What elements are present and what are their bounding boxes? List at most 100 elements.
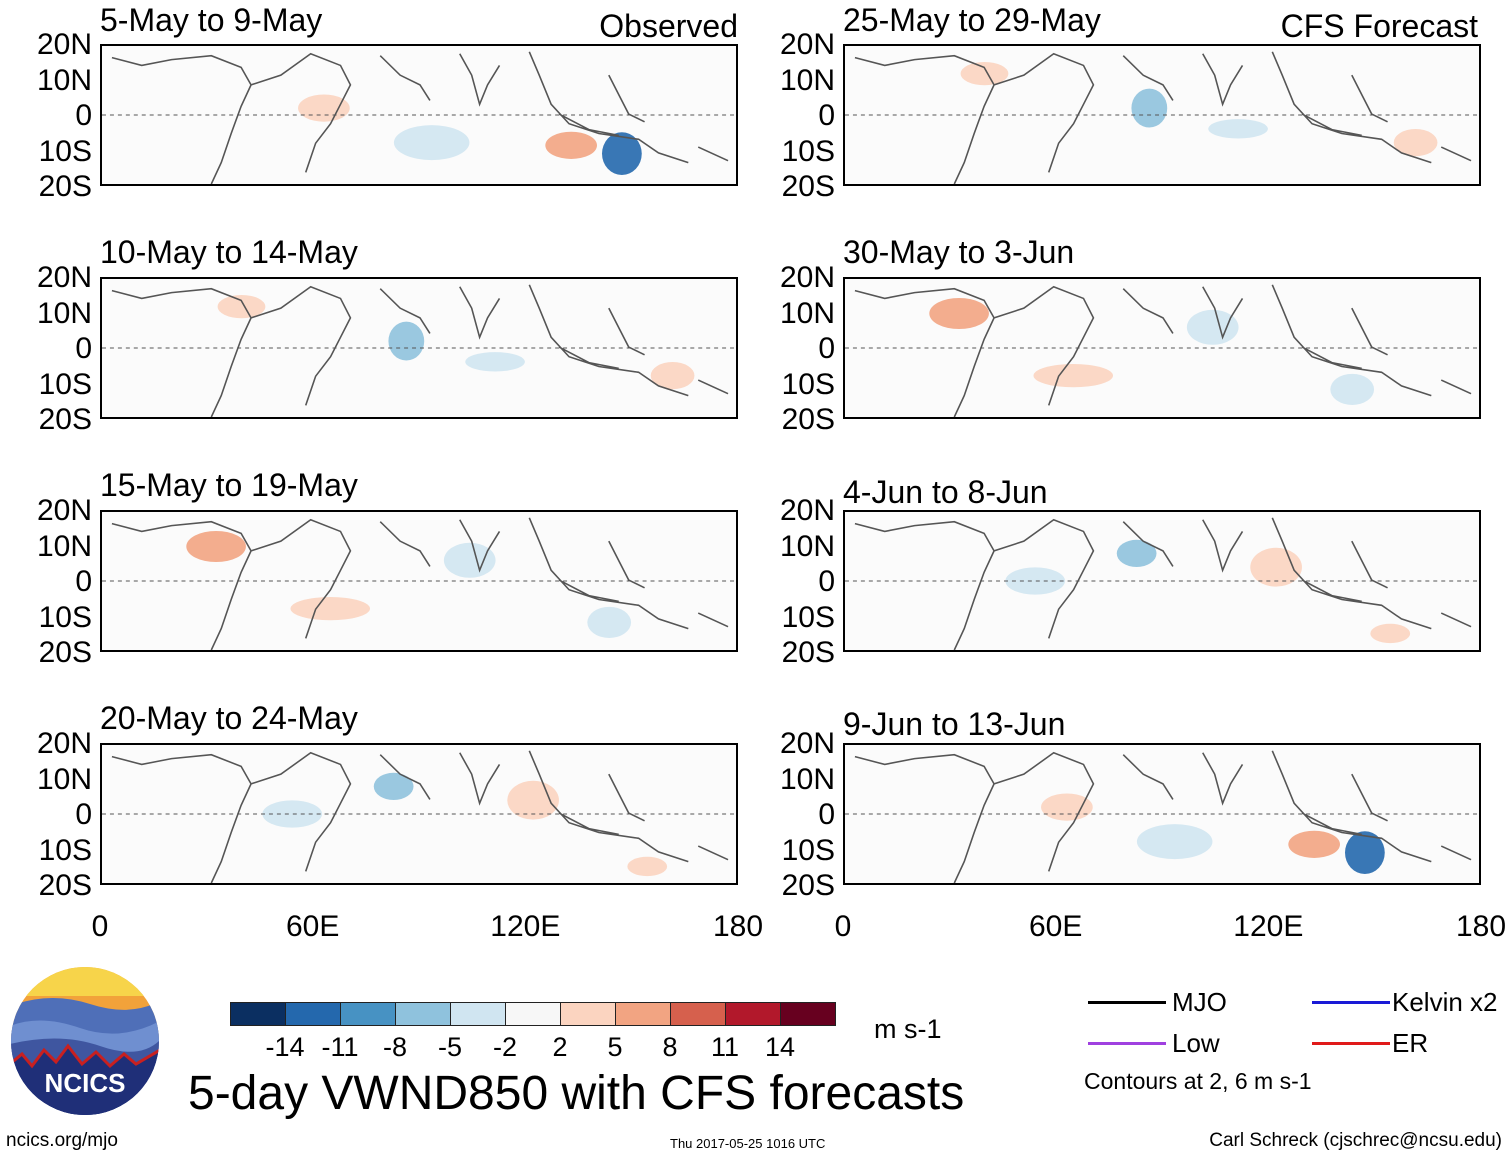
anomaly-shading [373,772,414,801]
colorbar-swatch [725,1002,781,1026]
latitude-label: 20N [36,261,92,294]
latitude-label: 0 [75,332,92,365]
observed-map [100,44,738,186]
mjo-legend-label: MJO [1172,987,1227,1017]
panel-title: 30-May to 3-Jun [843,234,1075,270]
colorbar-swatch [230,1002,286,1026]
longitude-label: 180 [712,910,764,943]
latitude-label: 10N [36,529,92,563]
colorbar-swatch [615,1002,671,1026]
latitude-label: 10S [781,600,835,634]
anomaly-shading [393,125,470,161]
colorbar-label: 11 [710,1032,740,1062]
anomaly-shading [960,61,1009,86]
anomaly-shading [650,361,695,390]
anomaly-shading [388,321,425,361]
anomaly-shading [298,94,350,122]
latitude-label: 10N [779,762,835,796]
colorbar-swatch [340,1002,396,1026]
latitude-label: 20S [38,403,92,436]
latitude-label: 0 [75,798,92,831]
anomaly-shading [1393,128,1438,157]
kelvin-legend-label: Kelvin x2 [1392,987,1498,1017]
latitude-label: 10S [38,833,92,867]
anomaly-shading [1208,119,1268,139]
anomaly-shading [1131,88,1168,128]
latitude-label: 20S [781,869,835,902]
coastline [854,750,1472,883]
forecast-map [843,44,1481,186]
anomaly-shading [1345,831,1385,875]
figure-title: 5-day VWND850 with CFS forecasts [188,1067,965,1120]
latitude-label: 20S [38,170,92,203]
latitude-label: 20N [779,494,835,527]
observed-map [100,510,738,652]
anomaly-shading [587,606,632,638]
low-legend-label: Low [1172,1028,1220,1058]
latitude-label: 0 [818,99,835,132]
colorbar-label: 8 [662,1032,678,1062]
latitude-label: 20S [781,636,835,669]
forecast-map [843,277,1481,419]
panel-title: 9-Jun to 13-Jun [843,706,1066,742]
forecast-map [843,743,1481,885]
panel-title: 5-May to 9-May [100,2,323,38]
latitude-label: 10S [781,367,835,401]
anomaly-shading [1033,363,1113,388]
latitude-label: 0 [818,565,835,598]
colorbar-swatch [560,1002,616,1026]
coastline [111,517,729,650]
panel-title: 25-May to 29-May [843,2,1101,38]
anomaly-shading [1370,623,1411,644]
anomaly-shading [1136,824,1213,860]
low-legend-line [1088,1042,1166,1045]
anomaly-shading [1005,567,1066,595]
panel-title: 10-May to 14-May [100,234,358,270]
logo-text: NCICS [45,1068,126,1098]
coastline [854,517,1472,650]
colorbar-label: 14 [764,1032,796,1062]
anomaly-shading [443,542,496,578]
longitude-label: 0 [834,910,852,943]
colorbar-label: -11 [321,1032,359,1062]
observed-map [100,277,738,419]
latitude-label: 20N [36,494,92,527]
coastline [111,750,729,883]
colorbar-label: 2 [552,1032,568,1062]
latitude-label: 20N [779,28,835,61]
panel-title: 20-May to 24-May [100,700,358,736]
longitude-label: 120E [490,910,561,943]
latitude-label: 20S [38,869,92,902]
anomaly-shading [1041,793,1093,821]
latitude-label: 10N [779,63,835,97]
colorbar-label: -14 [265,1032,305,1062]
footer-credit: Carl Schreck (cjschrec@ncsu.edu) [1209,1130,1502,1151]
panel-title: 15-May to 19-May [100,467,358,503]
latitude-label: 10S [781,134,835,168]
latitude-label: 10N [36,63,92,97]
latitude-label: 20N [779,261,835,294]
latitude-label: 20N [36,727,92,760]
coastline [854,284,1472,417]
ncics-logo: NCICS [11,967,159,1115]
latitude-label: 10N [779,296,835,330]
latitude-label: 10N [36,762,92,796]
forecast-map [843,510,1481,652]
colorbar-swatch [450,1002,506,1026]
latitude-label: 20S [781,403,835,436]
colorbar-label: 5 [607,1032,623,1062]
colorbar-label: -2 [492,1032,517,1062]
anomaly-shading [290,596,370,621]
latitude-label: 10N [36,296,92,330]
footer-timestamp: Thu 2017-05-25 1016 UTC [670,1136,826,1151]
panel-tag: Observed [599,8,738,44]
anomaly-shading [929,297,989,330]
anomaly-shading [217,294,266,319]
latitude-label: 10S [38,367,92,401]
coastline [111,284,729,417]
colorbar-swatch [670,1002,726,1026]
anomaly-shading [1330,373,1375,405]
anomaly-shading [1288,830,1340,858]
longitude-label: 120E [1233,910,1304,943]
anomaly-shading [465,352,525,372]
